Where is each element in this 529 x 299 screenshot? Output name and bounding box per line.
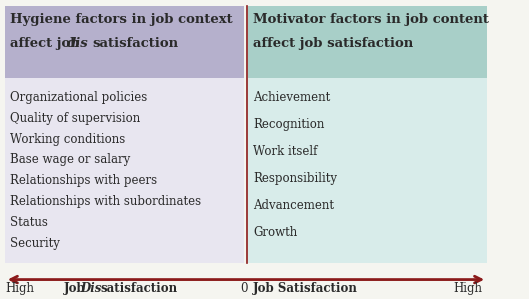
Text: Growth: Growth — [253, 225, 298, 239]
Text: Hygiene factors in job context: Hygiene factors in job context — [10, 13, 232, 26]
Text: Security: Security — [10, 237, 60, 250]
Text: satisfaction: satisfaction — [101, 282, 178, 295]
Text: Job Satisfaction: Job Satisfaction — [252, 282, 358, 295]
Text: affect job satisfaction: affect job satisfaction — [253, 37, 414, 50]
Text: Responsibility: Responsibility — [253, 172, 338, 185]
Text: 0: 0 — [240, 282, 247, 295]
Text: Work itself: Work itself — [253, 145, 318, 158]
Text: Motivator factors in job content: Motivator factors in job content — [253, 13, 489, 26]
Text: Status: Status — [10, 216, 48, 229]
Text: dis: dis — [67, 37, 88, 50]
Text: High: High — [5, 282, 34, 295]
Text: High: High — [453, 282, 482, 295]
Text: Achievement: Achievement — [253, 91, 331, 104]
FancyBboxPatch shape — [5, 78, 243, 263]
Text: affect job: affect job — [10, 37, 84, 50]
Text: Job: Job — [64, 282, 90, 295]
Text: Dis: Dis — [80, 282, 102, 295]
Text: Advancement: Advancement — [253, 199, 334, 212]
Text: Recognition: Recognition — [253, 118, 325, 131]
Text: Relationships with peers: Relationships with peers — [10, 174, 157, 187]
FancyBboxPatch shape — [5, 6, 243, 78]
FancyBboxPatch shape — [249, 78, 487, 263]
Text: satisfaction: satisfaction — [93, 37, 179, 50]
FancyBboxPatch shape — [249, 6, 487, 78]
Text: Working conditions: Working conditions — [10, 132, 125, 146]
Text: Quality of supervision: Quality of supervision — [10, 112, 140, 125]
Text: Organizational policies: Organizational policies — [10, 91, 147, 104]
Text: Base wage or salary: Base wage or salary — [10, 153, 130, 167]
Text: Relationships with subordinates: Relationships with subordinates — [10, 195, 201, 208]
